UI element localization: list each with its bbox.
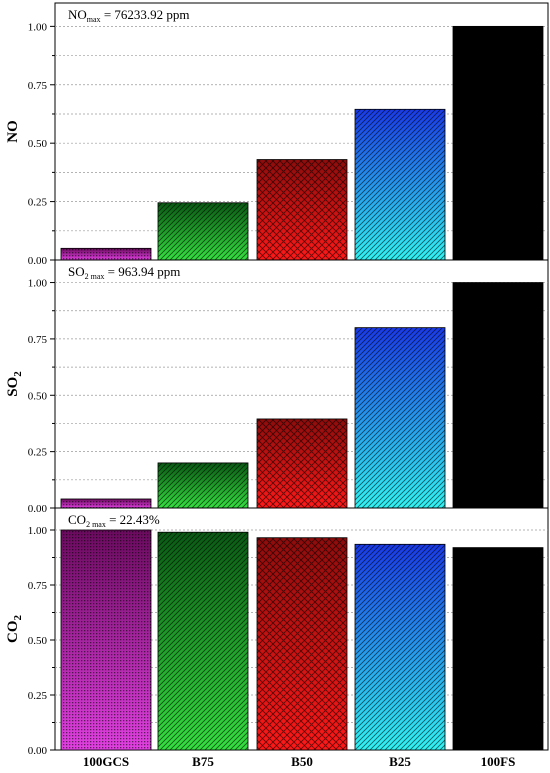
y-tick-label: 0.75 — [28, 80, 48, 92]
x-tick-label: B50 — [291, 754, 313, 768]
bar-hatch — [61, 248, 151, 260]
y-axis-label: NO — [5, 120, 21, 143]
x-tick-label: B25 — [389, 754, 411, 768]
y-tick-label: 0.25 — [28, 447, 48, 459]
panel-2: 0.00 0.25 0.50 0.75 1.00 SO2 SO2 max = 963.94 … — [5, 259, 549, 515]
max-annotation: SO2 max = 963.94 ppm — [68, 264, 180, 281]
y-tick-label: 0.00 — [28, 255, 48, 267]
y-tick-label: 0.75 — [28, 580, 48, 592]
y-axis-label: CO2 — [5, 615, 24, 644]
bar-hatch — [61, 498, 151, 508]
bar-100FS — [452, 547, 544, 751]
y-tick-label: 1.00 — [28, 278, 48, 290]
y-tick-label: 0.50 — [28, 390, 48, 402]
max-annotation: NOmax = 76233.92 ppm — [68, 7, 190, 24]
y-tick-label: 1.00 — [28, 21, 48, 33]
y-tick-label: 0.00 — [28, 745, 48, 757]
bar-hatch — [257, 537, 347, 750]
y-tick-label: 0.25 — [28, 690, 48, 702]
x-tick-label: B75 — [192, 754, 214, 768]
bar-hatch — [61, 530, 151, 750]
y-tick-label: 0.75 — [28, 334, 48, 346]
bar-hatch — [257, 418, 347, 508]
y-tick-label: 0.25 — [28, 197, 48, 209]
max-annotation: CO2 max = 22.43% — [68, 512, 160, 529]
panel-1: 0.00 0.25 0.50 0.75 1.00 NO NOmax = 76233.92 p… — [5, 2, 549, 267]
bar-hatch — [355, 544, 445, 750]
y-tick-label: 0.50 — [28, 138, 48, 150]
bar-hatch — [355, 109, 445, 261]
bar-hatch — [158, 462, 248, 508]
bar-100FS — [452, 25, 544, 261]
x-tick-label: 100GCS — [83, 754, 129, 768]
bar-hatch — [158, 532, 248, 750]
y-axis-label: SO2 — [5, 371, 24, 397]
x-tick-label: 100FS — [481, 754, 516, 768]
y-tick-label: 0.00 — [28, 503, 48, 515]
bar-hatch — [355, 327, 445, 508]
x-axis: 100GCS B75 B50 B25 100FS — [83, 754, 516, 769]
bar-hatch — [257, 159, 347, 260]
y-tick-label: 1.00 — [28, 525, 48, 537]
panel-3: 0.00 0.25 0.50 0.75 1.00 CO2 CO2 max = 22.43% — [5, 507, 549, 757]
y-tick-label: 0.50 — [28, 635, 48, 647]
bar-100FS — [452, 282, 544, 509]
bar-hatch — [158, 202, 248, 260]
